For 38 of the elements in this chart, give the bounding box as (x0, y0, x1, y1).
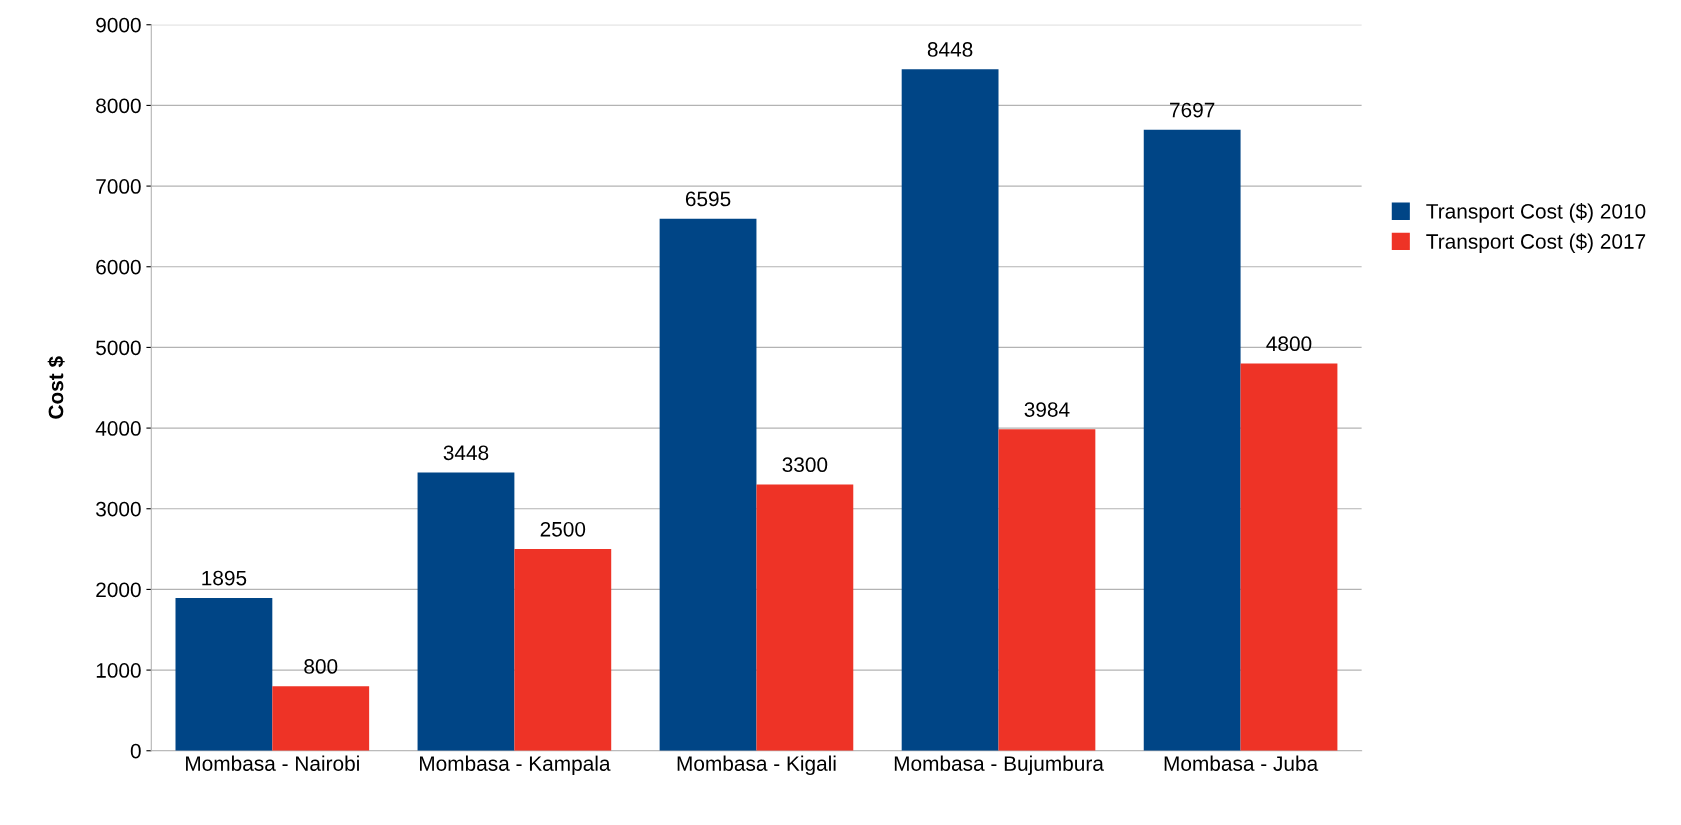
y-axis-title: Cost $ (47, 356, 65, 419)
data-label: 2500 (540, 521, 586, 537)
bar (756, 484, 854, 751)
y-tick-label: 2000 (96, 582, 141, 598)
bar (901, 69, 999, 751)
legend-label: Transport Cost ($) 2010 (1426, 203, 1646, 223)
bar (998, 429, 1096, 751)
y-tick-label: 1000 (96, 663, 141, 678)
x-tick-label: Mombasa - Kigali (677, 755, 836, 776)
bar (1143, 129, 1241, 751)
data-label: 3448 (443, 445, 489, 461)
data-label: 800 (304, 659, 338, 674)
bar (659, 218, 757, 751)
bar (175, 597, 273, 751)
bar (272, 686, 370, 751)
x-tick-label: Mombasa - Bujumbura (894, 755, 1104, 776)
bar (1240, 363, 1338, 751)
x-tick-label: Mombasa - Nairobi (186, 755, 359, 771)
data-label: 6595 (685, 191, 731, 207)
bar (417, 472, 515, 751)
data-label: 7697 (1170, 102, 1215, 118)
y-tick-label: 7000 (96, 179, 141, 194)
y-tick-label: 5000 (96, 340, 141, 356)
data-label: 4800 (1266, 336, 1312, 352)
data-label: 3984 (1024, 402, 1070, 417)
y-tick-label: 3000 (96, 501, 141, 517)
y-tick-label: 9000 (96, 17, 141, 33)
x-tick-label: Mombasa - Kampala (420, 755, 611, 776)
data-label: 3300 (782, 457, 828, 473)
legend-label: Transport Cost ($) 2017 (1426, 233, 1646, 253)
data-label: 1895 (202, 570, 247, 586)
x-tick-label: Mombasa - Juba (1164, 755, 1319, 771)
y-tick-label: 0 (130, 743, 141, 759)
y-tick-label: 8000 (96, 98, 141, 114)
data-label: 8448 (927, 42, 973, 57)
y-tick-label: 4000 (95, 421, 141, 436)
bar (514, 549, 612, 751)
y-tick-label: 6000 (96, 259, 141, 275)
